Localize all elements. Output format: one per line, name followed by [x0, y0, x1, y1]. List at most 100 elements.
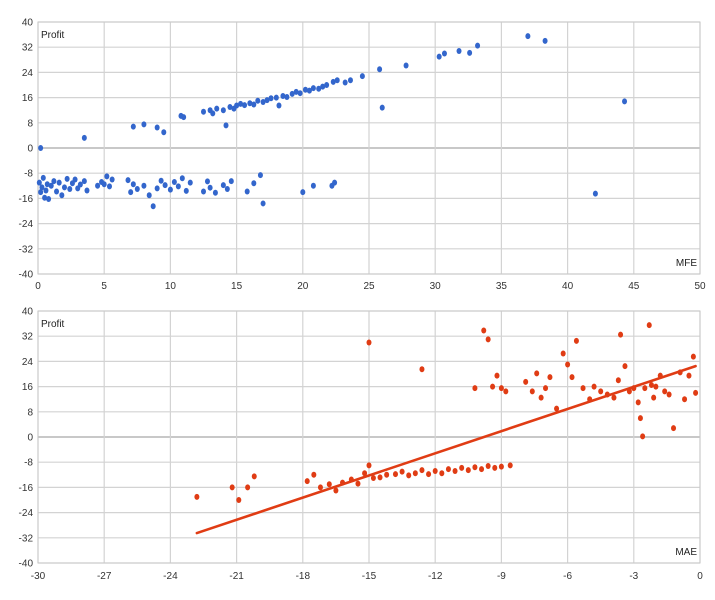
data-point — [39, 184, 45, 191]
data-point — [543, 385, 549, 392]
data-point — [229, 484, 235, 491]
y-tick-label: -16 — [19, 483, 34, 494]
data-point — [662, 388, 668, 395]
data-point — [445, 466, 451, 473]
data-point — [671, 425, 677, 432]
data-point — [598, 388, 604, 395]
y-tick-label: -40 — [19, 559, 34, 570]
data-point — [615, 377, 621, 384]
data-point — [677, 369, 683, 376]
data-point — [565, 361, 571, 368]
data-point — [245, 484, 251, 491]
y-tick-label: -16 — [19, 194, 34, 205]
data-point — [399, 468, 405, 475]
y-tick-label: 40 — [22, 18, 34, 29]
data-point — [36, 179, 42, 186]
data-point — [377, 474, 383, 481]
y-tick-label: -24 — [19, 508, 34, 519]
y-tick-label: 16 — [22, 382, 34, 393]
x-tick-label: -18 — [296, 571, 311, 582]
data-point — [452, 468, 458, 475]
y-tick-label: 24 — [22, 357, 34, 368]
x-tick-label: 10 — [165, 281, 177, 292]
data-point — [326, 481, 332, 488]
data-point — [194, 493, 200, 500]
data-point — [653, 383, 659, 390]
data-point — [310, 85, 316, 92]
data-point — [101, 181, 107, 188]
data-point — [472, 464, 478, 471]
data-point — [604, 391, 610, 398]
data-point — [347, 77, 353, 84]
data-point — [220, 107, 226, 114]
data-point — [498, 463, 504, 470]
data-point — [485, 336, 491, 343]
data-point — [441, 50, 447, 57]
data-point — [238, 100, 244, 107]
data-point — [81, 134, 87, 141]
data-point — [234, 102, 240, 109]
data-point — [377, 66, 383, 73]
data-point — [154, 124, 160, 131]
data-point — [280, 93, 286, 100]
data-point — [547, 374, 553, 381]
data-point — [507, 462, 513, 469]
data-point — [324, 82, 330, 88]
data-point — [302, 86, 308, 93]
data-point — [257, 172, 263, 179]
data-point — [320, 83, 326, 90]
data-point — [379, 104, 385, 111]
data-point — [204, 178, 210, 185]
y-tick-label: -8 — [24, 458, 33, 469]
y-tick-label: 16 — [22, 93, 34, 104]
x-tick-label: -3 — [629, 571, 638, 582]
data-point — [490, 383, 496, 390]
x-tick-label: 5 — [101, 281, 107, 292]
data-point — [214, 105, 220, 112]
data-point — [46, 196, 52, 203]
data-point — [472, 385, 478, 392]
data-point — [333, 487, 339, 494]
x-tick-label: -21 — [229, 571, 244, 582]
data-point — [529, 388, 535, 395]
x-tick-label: -30 — [31, 571, 46, 582]
data-point — [109, 176, 115, 183]
data-point — [260, 200, 266, 207]
data-point — [666, 391, 672, 398]
data-point — [690, 353, 696, 360]
data-point — [340, 479, 346, 486]
data-point — [141, 182, 147, 189]
x-tick-label: 30 — [430, 281, 442, 292]
data-point — [158, 177, 164, 184]
data-point — [242, 102, 248, 109]
data-point — [95, 182, 101, 189]
data-point — [220, 182, 226, 189]
data-point — [56, 179, 62, 186]
data-point — [587, 396, 593, 403]
data-point — [406, 472, 412, 479]
data-point — [61, 184, 67, 191]
trend-line — [195, 364, 697, 535]
data-point — [626, 388, 632, 395]
data-point — [181, 114, 187, 121]
y-tick-label: 8 — [27, 118, 33, 129]
data-point — [128, 189, 134, 196]
data-point — [255, 97, 261, 104]
x-tick-label: 40 — [562, 281, 574, 292]
data-point — [465, 467, 471, 474]
data-point — [293, 88, 299, 95]
y-tick-label: -24 — [19, 219, 34, 230]
data-point — [268, 95, 274, 102]
data-point — [43, 187, 49, 194]
data-point — [223, 122, 229, 129]
data-point — [48, 182, 54, 189]
data-point — [251, 101, 257, 108]
data-point — [635, 399, 641, 406]
plot-frame — [37, 21, 701, 275]
data-point — [207, 184, 213, 191]
data-point — [316, 85, 322, 92]
x-tick-label: 0 — [697, 571, 703, 582]
y-axis-label: Profit — [41, 30, 65, 41]
x-tick-label: 15 — [231, 281, 243, 292]
data-point — [44, 181, 50, 188]
